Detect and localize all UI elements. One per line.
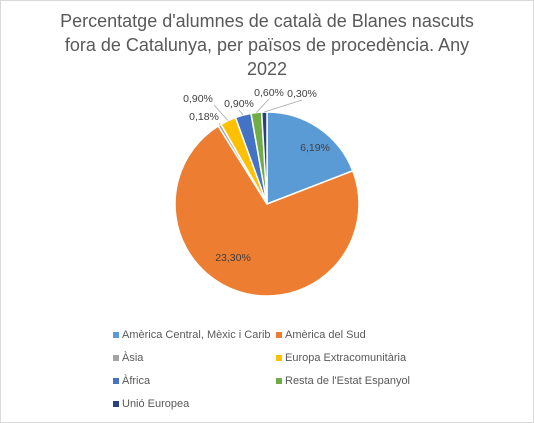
legend-swatch — [276, 378, 282, 384]
legend-swatch — [113, 401, 119, 407]
legend-label: Europa Extracomunitària — [285, 352, 407, 364]
legend-swatch — [113, 355, 119, 361]
leader-line — [256, 98, 270, 113]
legend-swatch — [113, 378, 119, 384]
leader-line — [238, 109, 244, 116]
legend-label: Resta de l'Estat Espanyol — [285, 375, 410, 387]
pie-slice — [266, 111, 354, 206]
legend-swatch — [276, 355, 282, 361]
leader-line — [264, 99, 303, 113]
data-label: 0,30% — [287, 88, 317, 100]
legend-label: Amèrica Central, Mèxic i Carib — [122, 329, 271, 341]
leader-line — [213, 104, 229, 121]
data-label: 23,30% — [215, 252, 251, 264]
legend-label: Àsia — [122, 351, 144, 364]
legend-swatch — [276, 332, 282, 338]
data-label: 0,90% — [183, 93, 213, 105]
data-label: 0,18% — [189, 111, 219, 123]
data-label: 0,90% — [224, 98, 254, 110]
data-label: 6,19% — [300, 142, 330, 154]
legend-label: Unió Europea — [122, 398, 190, 410]
legend-label: Àfrica — [122, 374, 151, 387]
legend-swatch — [113, 332, 119, 338]
legend-label: Amèrica del Sud — [285, 329, 366, 341]
chart-title: Percentatge d'alumnes de català de Blane… — [60, 11, 474, 79]
pie-slice — [174, 124, 360, 297]
data-label: 0,60% — [254, 87, 284, 99]
